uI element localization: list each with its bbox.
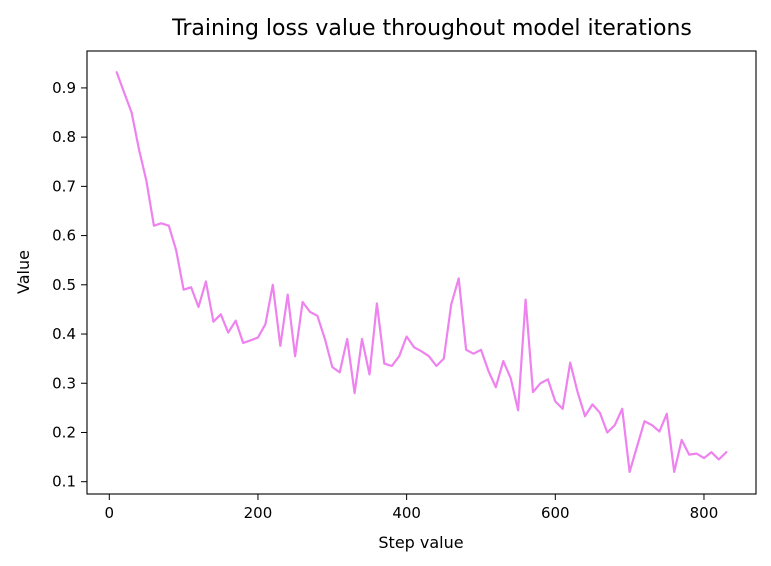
x-tick-label: 0 xyxy=(105,504,115,522)
axes-frame xyxy=(86,50,757,495)
y-tick-label: 0.6 xyxy=(52,227,76,245)
y-tick-label: 0.1 xyxy=(52,473,76,491)
x-tick-label: 400 xyxy=(392,504,421,522)
y-tick-label: 0.3 xyxy=(52,374,76,392)
x-axis-label: Step value xyxy=(378,533,463,552)
x-tick-label: 800 xyxy=(690,504,719,522)
y-tick-label: 0.4 xyxy=(52,325,76,343)
x-tick-label: 600 xyxy=(541,504,570,522)
y-tick-label: 0.8 xyxy=(52,128,76,146)
plot-area: 0 200 400 600 800 0.1 0.2 0.3 0.4 0.5 0.6 0.7 0.8 0.9 xyxy=(52,50,757,522)
y-tick-label: 0.5 xyxy=(52,276,76,294)
loss-series-line xyxy=(115,71,728,473)
y-tick-label: 0.7 xyxy=(52,177,76,195)
y-axis-label: Value xyxy=(14,250,33,294)
y-tick-label: 0.2 xyxy=(52,423,76,441)
x-tick-label: 200 xyxy=(244,504,273,522)
y-tick-label: 0.9 xyxy=(52,79,76,97)
chart-title: Training loss value throughout model ite… xyxy=(171,16,692,41)
